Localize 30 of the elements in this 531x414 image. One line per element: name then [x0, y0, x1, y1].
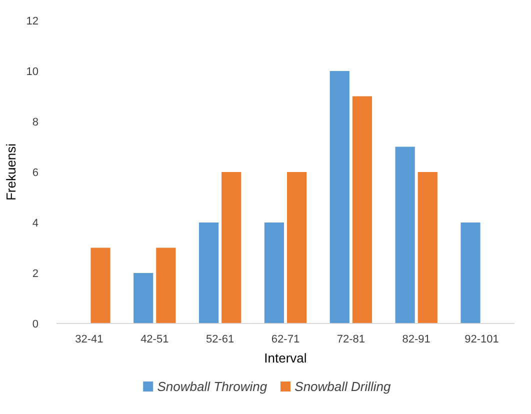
y-tick-label: 12	[26, 16, 39, 28]
y-tick-label: 10	[26, 66, 39, 78]
x-tick-label: 52-61	[206, 334, 234, 346]
y-tick-label: 4	[32, 218, 39, 230]
y-tick-label: 0	[32, 318, 39, 330]
bar	[90, 248, 110, 324]
y-tick-label: 8	[32, 116, 39, 128]
bar	[460, 222, 480, 324]
bar	[330, 71, 350, 324]
bar	[418, 172, 438, 324]
x-tick-label: 82-91	[402, 334, 430, 346]
x-axis-title: Interval	[264, 350, 307, 366]
y-tick-label: 6	[32, 167, 39, 179]
bar	[156, 248, 176, 324]
legend-label: Snowball Throwing	[157, 379, 268, 394]
x-tick-label: 42-51	[140, 334, 169, 346]
x-tick-label: 32-41	[75, 334, 104, 346]
bar	[352, 96, 372, 324]
legend-label: Snowball Drilling	[294, 379, 392, 394]
bar	[198, 222, 219, 324]
x-tick-label: 72-81	[336, 334, 365, 346]
x-tick-label: 62-71	[271, 334, 300, 346]
bar	[222, 172, 242, 324]
x-tick-label: 92-101	[464, 334, 499, 346]
y-axis-title: Frekuensi	[3, 143, 18, 201]
bar	[134, 273, 154, 324]
bar	[395, 146, 415, 324]
y-tick-label: 2	[32, 268, 39, 280]
bar	[286, 172, 307, 324]
bar	[264, 222, 284, 324]
